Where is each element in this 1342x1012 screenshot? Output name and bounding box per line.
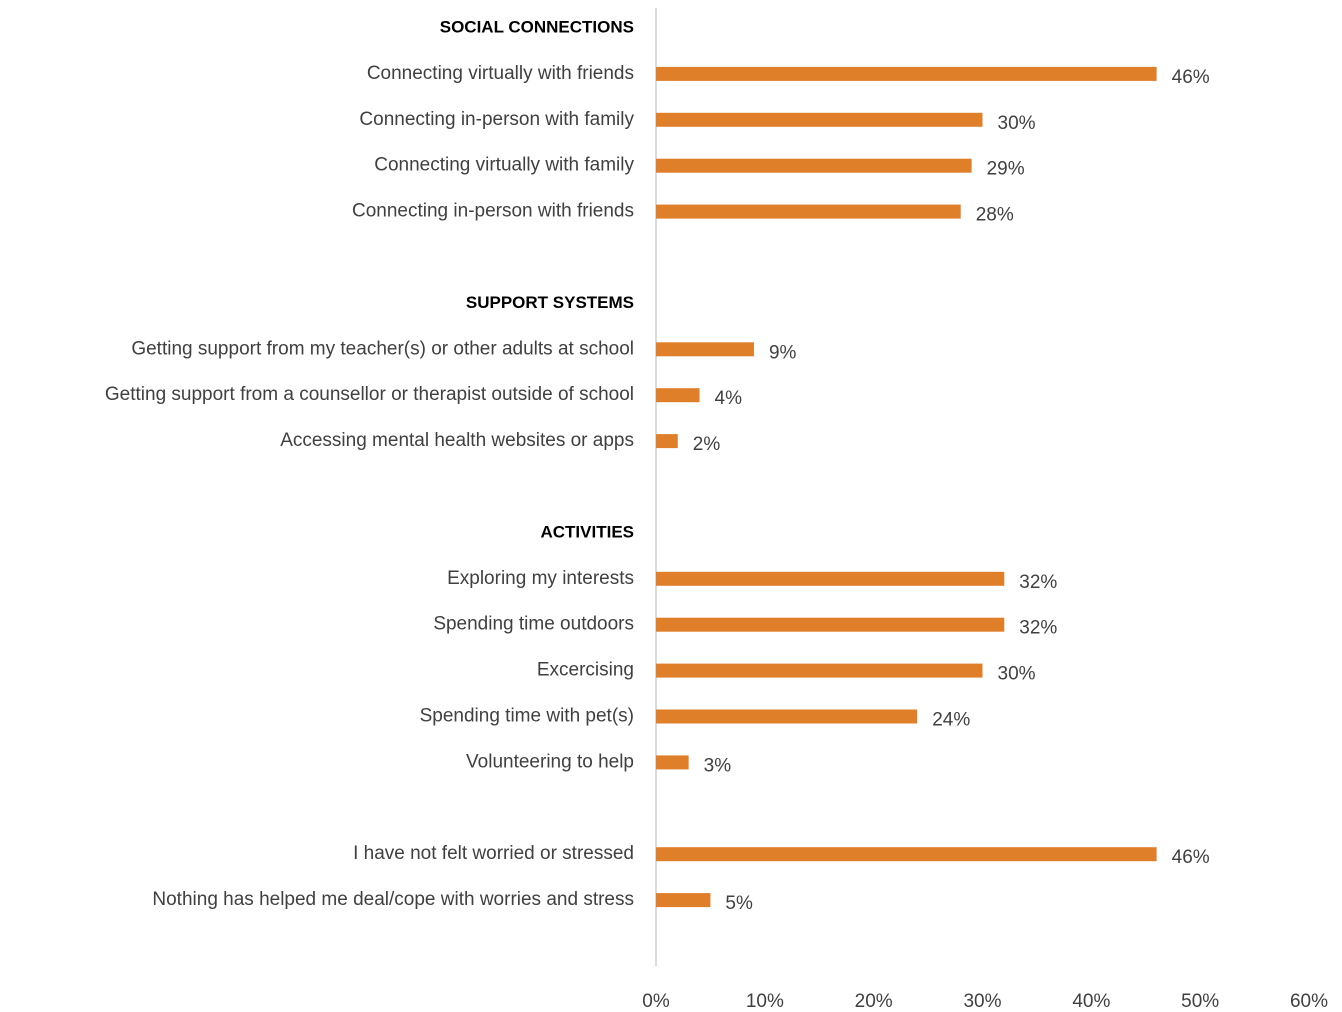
bar (656, 709, 918, 724)
group-heading: SUPPORT SYSTEMS (466, 293, 634, 312)
x-tick-label: 10% (746, 991, 784, 1012)
bar (656, 571, 1005, 586)
y-tick-label: Accessing mental health websites or apps (280, 430, 634, 451)
bar (656, 617, 1005, 632)
data-label: 4% (715, 388, 743, 409)
data-label: 24% (932, 710, 970, 731)
y-tick-label: I have not felt worried or stressed (353, 843, 634, 864)
data-label: 9% (769, 342, 797, 363)
y-tick-label: Connecting virtually with family (374, 155, 634, 176)
data-label: 30% (998, 664, 1036, 685)
y-tick-label: Connecting in-person with friends (352, 201, 634, 222)
y-tick-label: Getting support from my teacher(s) or ot… (131, 338, 634, 359)
data-label: 28% (976, 205, 1014, 226)
x-tick-label: 30% (963, 991, 1001, 1012)
bar (656, 112, 983, 127)
bar (656, 434, 678, 449)
bar (656, 755, 689, 770)
group-heading: ACTIVITIES (540, 522, 634, 541)
x-tick-label: 50% (1181, 991, 1219, 1012)
data-label: 32% (1019, 572, 1057, 593)
bar (656, 158, 972, 173)
data-label: 46% (1172, 67, 1210, 88)
data-label: 3% (704, 755, 732, 776)
bar (656, 847, 1157, 862)
data-label: 5% (725, 893, 753, 914)
bar (656, 204, 961, 219)
data-label: 32% (1019, 618, 1057, 639)
bar (656, 342, 754, 357)
data-label: 46% (1172, 847, 1210, 868)
x-tick-label: 0% (642, 991, 670, 1012)
bar (656, 893, 711, 908)
bar (656, 663, 983, 678)
y-tick-label: Spending time outdoors (433, 614, 634, 635)
y-tick-label: Connecting virtually with friends (367, 63, 634, 84)
x-tick-label: 40% (1072, 991, 1110, 1012)
group-heading: SOCIAL CONNECTIONS (440, 17, 634, 36)
y-tick-label: Getting support from a counsellor or the… (105, 384, 634, 405)
bar (656, 66, 1157, 81)
bar (656, 388, 700, 403)
x-tick-label: 60% (1290, 991, 1328, 1012)
y-tick-label: Connecting in-person with family (359, 109, 634, 130)
data-label: 30% (998, 113, 1036, 134)
y-tick-label: Volunteering to help (466, 751, 634, 772)
y-tick-label: Nothing has helped me deal/cope with wor… (152, 889, 634, 910)
y-tick-label: Exploring my interests (447, 568, 634, 589)
data-label: 29% (987, 159, 1025, 180)
data-label: 2% (693, 434, 721, 455)
y-tick-label: Spending time with pet(s) (420, 706, 634, 727)
y-tick-label: Excercising (537, 660, 634, 681)
x-tick-label: 20% (855, 991, 893, 1012)
